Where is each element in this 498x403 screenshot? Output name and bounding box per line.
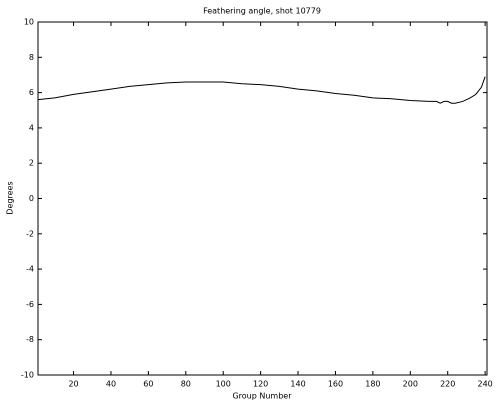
y-tick-label: -2 (26, 229, 34, 238)
x-tick-label: 160 (328, 380, 343, 389)
y-tick-label: 0 (29, 194, 34, 203)
y-tick-label: 4 (29, 123, 34, 132)
x-tick-label: 240 (477, 380, 492, 389)
y-tick-label: -6 (26, 300, 34, 309)
x-tick-label: 120 (253, 380, 268, 389)
x-tick-label: 220 (440, 380, 455, 389)
y-tick-label: 10 (24, 18, 34, 27)
y-tick-label: 2 (29, 159, 34, 168)
y-axis-label: Degrees (6, 181, 15, 214)
x-tick-label: 20 (68, 380, 78, 389)
x-tick-label: 200 (403, 380, 418, 389)
x-tick-label: 40 (106, 380, 116, 389)
y-tick-label: -4 (26, 265, 34, 274)
y-tick-label: 8 (29, 53, 34, 62)
y-tick-label: 6 (29, 88, 34, 97)
y-tick-label: -10 (21, 371, 34, 380)
data-line (37, 76, 486, 104)
x-tick-label: 180 (365, 380, 380, 389)
x-tick-label: 100 (216, 380, 231, 389)
x-tick-label: 140 (290, 380, 305, 389)
y-tick-label: -8 (26, 335, 34, 344)
x-axis-label: Group Number (232, 392, 292, 401)
x-tick-label: 60 (143, 380, 153, 389)
plot-frame (37, 21, 488, 376)
chart-title: Feathering angle, shot 10779 (203, 7, 321, 16)
x-tick-label: 80 (181, 380, 191, 389)
